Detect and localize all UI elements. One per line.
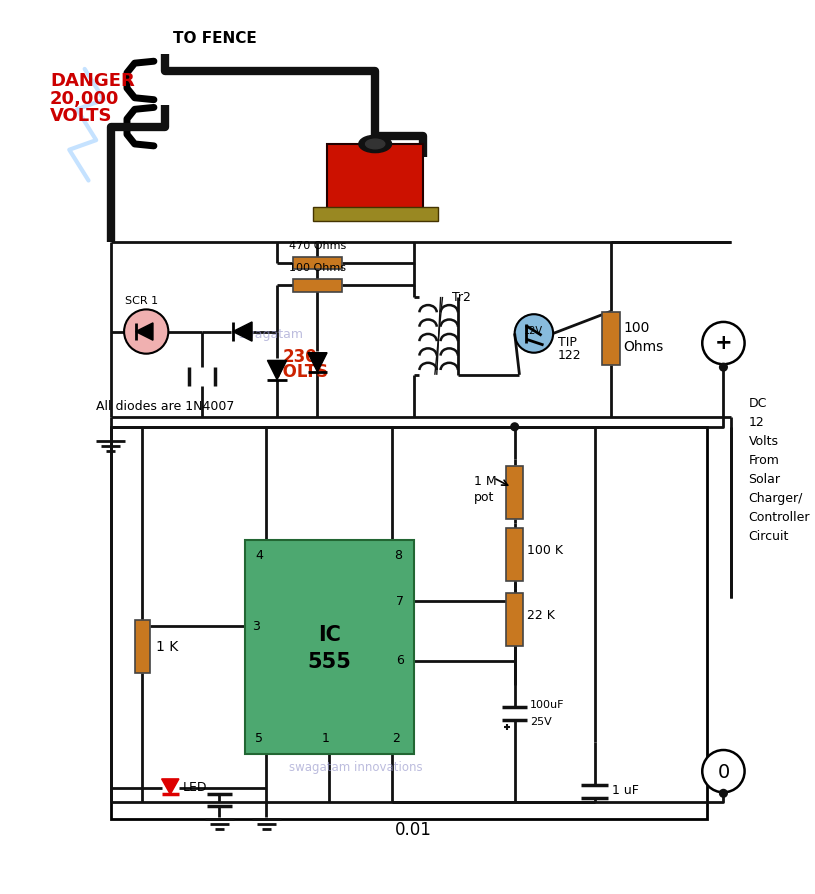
Text: 1 uF: 1 uF [612, 783, 639, 796]
Bar [506, 466, 523, 519]
Bar [245, 541, 414, 754]
Text: 1: 1 [322, 731, 329, 745]
Circle shape [703, 750, 745, 792]
Text: pot: pot [474, 490, 495, 503]
Text: LED: LED [183, 780, 207, 793]
Text: swagatam innovations: swagatam innovations [289, 760, 422, 773]
Text: TIP: TIP [558, 335, 577, 349]
Ellipse shape [366, 140, 385, 149]
Text: 22 K: 22 K [527, 608, 555, 621]
Text: 0.01: 0.01 [395, 820, 432, 838]
Bar [293, 280, 341, 292]
Text: 1 M: 1 M [474, 475, 497, 487]
Text: 5: 5 [255, 731, 263, 745]
Text: 7: 7 [396, 594, 404, 607]
Bar [506, 593, 523, 645]
Text: DC
12
Volts
From
Solar
Charger/
Controller
Circuit: DC 12 Volts From Solar Charger/ Controll… [748, 397, 810, 543]
Text: +: + [715, 333, 732, 353]
Circle shape [720, 364, 727, 372]
Text: DANGER: DANGER [50, 72, 134, 90]
Text: VOLTS: VOLTS [271, 363, 329, 381]
Bar [327, 145, 423, 214]
Text: swagatam: swagatam [239, 327, 303, 341]
Text: 20,000: 20,000 [50, 89, 120, 107]
Text: 1 K: 1 K [156, 639, 178, 654]
Text: Ohms: Ohms [623, 340, 663, 353]
Bar [111, 427, 707, 820]
Text: 230: 230 [283, 347, 318, 365]
Bar [134, 620, 150, 673]
Bar [293, 257, 341, 270]
Circle shape [514, 315, 553, 353]
Polygon shape [267, 361, 287, 380]
Text: 470 Ohms: 470 Ohms [289, 240, 346, 250]
Circle shape [511, 424, 518, 431]
Polygon shape [161, 779, 179, 795]
Text: 25V: 25V [530, 716, 552, 726]
Circle shape [703, 323, 745, 365]
Text: 122: 122 [558, 348, 582, 361]
Text: SCR 1: SCR 1 [125, 295, 158, 306]
Text: 555: 555 [307, 651, 351, 670]
Text: TO FENCE: TO FENCE [173, 30, 257, 46]
Polygon shape [308, 353, 327, 373]
Text: 12V: 12V [524, 325, 544, 335]
Text: IC: IC [318, 624, 341, 644]
Text: 8: 8 [394, 548, 403, 561]
Bar [313, 208, 438, 222]
Circle shape [720, 789, 727, 797]
Text: 100: 100 [623, 320, 650, 334]
Text: 0: 0 [717, 762, 729, 780]
Text: 6: 6 [396, 654, 404, 667]
Text: All diodes are 1N4007: All diodes are 1N4007 [96, 400, 235, 413]
Polygon shape [233, 323, 252, 342]
Text: VOLTS: VOLTS [50, 107, 112, 125]
Text: 4: 4 [255, 548, 262, 561]
Text: 100 Ohms: 100 Ohms [289, 263, 346, 273]
Text: Tr2: Tr2 [452, 291, 471, 304]
Ellipse shape [359, 136, 391, 154]
Text: 2: 2 [393, 731, 400, 745]
Circle shape [124, 310, 169, 354]
Bar [602, 313, 619, 366]
Text: 3: 3 [252, 620, 260, 633]
Text: 100 K: 100 K [527, 544, 563, 557]
Bar [506, 528, 523, 581]
Text: 100uF: 100uF [530, 699, 565, 709]
Polygon shape [135, 324, 153, 341]
